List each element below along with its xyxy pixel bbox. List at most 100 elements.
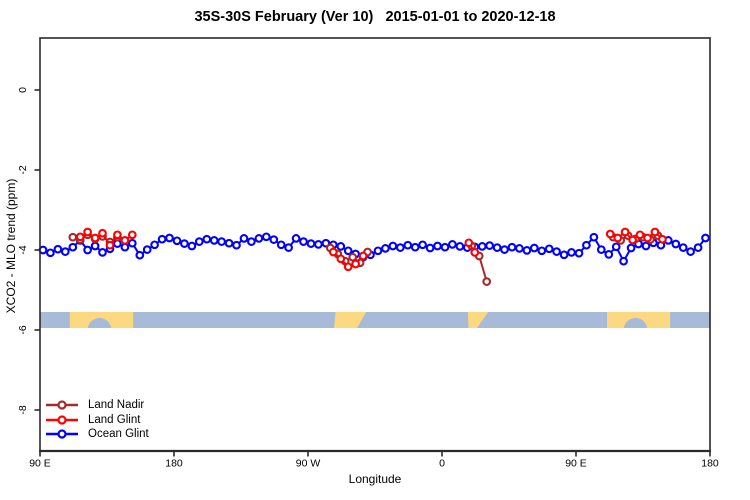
data-point: [254, 234, 264, 243]
data-point: [157, 234, 167, 244]
data-point: [613, 233, 623, 243]
data-point: [284, 243, 293, 252]
data-point: [194, 237, 204, 246]
data-point: [135, 250, 145, 260]
data-point: [261, 232, 271, 242]
data-point: [492, 243, 502, 252]
data-point: [209, 236, 219, 245]
data-point: [150, 240, 159, 250]
data-point: [470, 248, 480, 257]
data-point: [388, 241, 398, 251]
data-point: [628, 235, 637, 245]
y-tick-label: 0: [17, 87, 29, 93]
y-tick-label: -2: [17, 165, 29, 174]
data-point: [500, 245, 509, 254]
data-point: [351, 259, 360, 269]
map-band-land-south-africa: [467, 312, 489, 328]
data-point: [650, 227, 660, 237]
x-tick-label: 0: [439, 458, 445, 470]
legend-item-land-glint: Land Glint: [44, 414, 149, 426]
map-band: [40, 312, 710, 328]
data-point: [567, 248, 576, 257]
data-point: [127, 238, 137, 248]
legend-label: Land Nadir: [88, 399, 145, 411]
data-point: [224, 238, 234, 248]
data-point: [83, 245, 92, 255]
y-tick-label: -4: [17, 245, 29, 254]
y-tick-label: -8: [17, 405, 29, 414]
data-point: [180, 239, 189, 248]
data-point: [83, 227, 92, 237]
data-point: [574, 248, 584, 258]
data-point: [440, 242, 450, 252]
data-point: [626, 243, 636, 253]
legend-marker-icon: [46, 414, 78, 425]
x-tick-label: 90 W: [296, 458, 321, 470]
data-point: [269, 235, 279, 244]
data-point: [433, 241, 442, 251]
x-tick-label: 90 E: [29, 458, 51, 470]
data-point: [328, 247, 338, 257]
data-point: [348, 252, 358, 262]
data-point: [529, 243, 539, 253]
data-point: [537, 246, 547, 256]
map-band-notch: [623, 317, 648, 328]
data-point: [552, 247, 561, 256]
data-point: [619, 256, 628, 266]
x-tick-label: 180: [701, 458, 719, 470]
data-point: [247, 237, 256, 246]
data-point: [336, 254, 346, 264]
data-point: [418, 240, 427, 250]
x-tick-label: 180: [165, 458, 183, 470]
data-point: [596, 245, 606, 254]
data-point: [120, 236, 130, 245]
data-point: [448, 240, 457, 249]
data-point: [582, 240, 591, 250]
data-point: [507, 242, 517, 252]
data-point: [232, 240, 241, 250]
data-point: [515, 244, 524, 253]
data-point: [306, 239, 316, 248]
data-point: [464, 238, 474, 248]
data-point: [343, 262, 353, 272]
map-band-notch: [87, 317, 112, 328]
map-band-land-south-america: [334, 312, 367, 328]
data-point: [686, 247, 695, 256]
data-point: [701, 233, 710, 243]
data-point: [202, 234, 212, 244]
data-point: [68, 232, 78, 242]
data-point: [172, 236, 182, 246]
data-point: [68, 242, 78, 252]
legend-label: Ocean Glint: [88, 428, 149, 440]
legend-marker-icon: [46, 429, 78, 439]
data-point: [343, 246, 353, 256]
legend-marker-icon: [46, 400, 78, 410]
data-point: [358, 251, 368, 261]
data-point: [381, 244, 390, 253]
data-point: [120, 242, 130, 252]
data-point: [90, 233, 100, 243]
data-point: [187, 241, 197, 251]
legend-item-ocean-glint: Ocean Glint: [44, 428, 149, 440]
data-point: [127, 230, 137, 240]
map-band-ocean: [40, 312, 710, 328]
data-point: [620, 227, 630, 237]
x-axis-label: Longitude: [348, 472, 402, 486]
data-point: [671, 239, 681, 249]
data-point: [641, 241, 651, 251]
data-point: [165, 233, 174, 243]
data-point: [403, 240, 413, 250]
data-point: [635, 230, 645, 240]
data-point: [217, 237, 226, 246]
data-point: [410, 242, 420, 252]
data-point: [90, 241, 100, 251]
data-point: [678, 243, 688, 252]
data-point: [693, 243, 703, 252]
data-point: [425, 243, 435, 253]
data-point: [559, 250, 569, 260]
data-point: [658, 234, 667, 244]
data-point: [60, 247, 70, 256]
data-point: [544, 244, 554, 254]
